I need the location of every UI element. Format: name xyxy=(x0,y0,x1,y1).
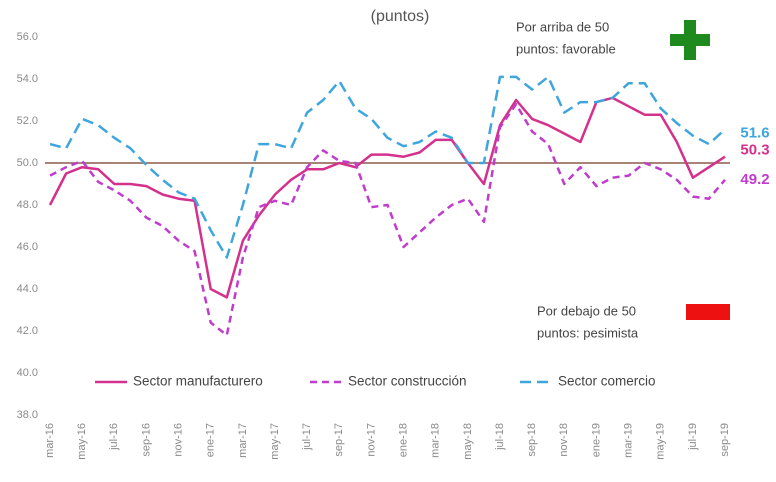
x-tick-label: may-17 xyxy=(269,423,281,460)
y-tick-label: 48.0 xyxy=(17,199,38,211)
x-tick-label: ene-17 xyxy=(205,423,217,457)
annotation: Por arriba de 50 xyxy=(516,19,609,34)
legend-label: Sector manufacturero xyxy=(133,374,263,389)
x-tick-label: jul-19 xyxy=(687,423,699,451)
x-tick-label: may-18 xyxy=(462,423,474,460)
x-tick-label: mar-16 xyxy=(44,423,56,458)
x-tick-label: jul-16 xyxy=(108,423,120,451)
y-tick-label: 52.0 xyxy=(17,115,38,127)
x-tick-label: may-16 xyxy=(76,423,88,460)
x-tick-label: sep-18 xyxy=(526,423,538,457)
series-line xyxy=(49,75,726,259)
data-label: 51.6 xyxy=(740,124,769,141)
x-tick-label: mar-18 xyxy=(430,423,442,458)
minus-icon xyxy=(686,304,730,320)
x-tick-label: sep-16 xyxy=(140,423,152,457)
x-tick-label: sep-19 xyxy=(719,423,731,457)
x-tick-label: jul-18 xyxy=(494,423,506,451)
plus-icon xyxy=(670,34,710,46)
x-tick-label: nov-17 xyxy=(365,423,377,457)
x-tick-label: nov-18 xyxy=(558,423,570,457)
annotation: Por debajo de 50 xyxy=(537,303,636,318)
y-tick-label: 42.0 xyxy=(17,325,38,337)
x-tick-label: mar-17 xyxy=(237,423,249,458)
x-tick-label: jul-17 xyxy=(301,423,313,451)
y-tick-label: 38.0 xyxy=(17,409,38,421)
annotation: puntos: pesimista xyxy=(537,325,639,340)
x-tick-label: ene-19 xyxy=(590,423,602,457)
x-tick-label: nov-16 xyxy=(172,423,184,457)
y-tick-label: 40.0 xyxy=(17,367,38,379)
x-tick-label: mar-19 xyxy=(622,423,634,458)
series-line xyxy=(49,102,726,337)
legend-label: Sector construcción xyxy=(348,374,467,389)
x-tick-label: ene-18 xyxy=(397,423,409,457)
x-tick-label: sep-17 xyxy=(333,423,345,457)
y-tick-label: 54.0 xyxy=(17,73,38,85)
series-line xyxy=(48,96,726,299)
annotation: puntos: favorable xyxy=(516,41,616,56)
y-tick-label: 44.0 xyxy=(17,283,38,295)
legend-label: Sector comercio xyxy=(558,374,656,389)
data-label: 49.2 xyxy=(740,171,769,188)
data-label: 50.3 xyxy=(740,142,769,159)
y-tick-label: 56.0 xyxy=(17,31,38,43)
chart-title: (puntos) xyxy=(371,8,430,25)
y-tick-label: 46.0 xyxy=(17,241,38,253)
y-tick-label: 50.0 xyxy=(17,157,38,169)
x-tick-label: may-19 xyxy=(655,423,667,460)
